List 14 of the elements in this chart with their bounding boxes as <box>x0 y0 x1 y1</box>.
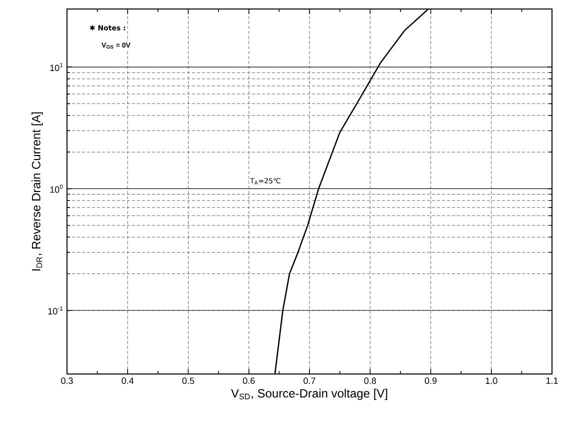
y-axis-title: I$_{DR}$, Reverse Drain Current [A] <box>32 112 43 270</box>
x-tick-label: 0.3 <box>61 378 73 384</box>
x-tick-label: 0.6 <box>242 378 255 384</box>
x-axis-title: V$_{SD}$, Source-Drain voltage [V] <box>231 388 388 400</box>
x-tick-label: 0.9 <box>424 378 437 384</box>
y-tick-label: 10$^{-1}$ <box>48 306 63 314</box>
x-tick-label: 0.5 <box>182 378 194 384</box>
y-tick-label: 10$^{0}$ <box>50 184 63 193</box>
x-tick-label: 0.7 <box>304 378 316 384</box>
x-tick-label: 0.8 <box>364 378 376 384</box>
x-tick-label: 1.1 <box>546 378 558 384</box>
x-tick-label: 1.0 <box>486 378 498 384</box>
y-tick-label: 10$^{1}$ <box>50 63 63 72</box>
x-tick-label: 0.4 <box>122 378 134 384</box>
